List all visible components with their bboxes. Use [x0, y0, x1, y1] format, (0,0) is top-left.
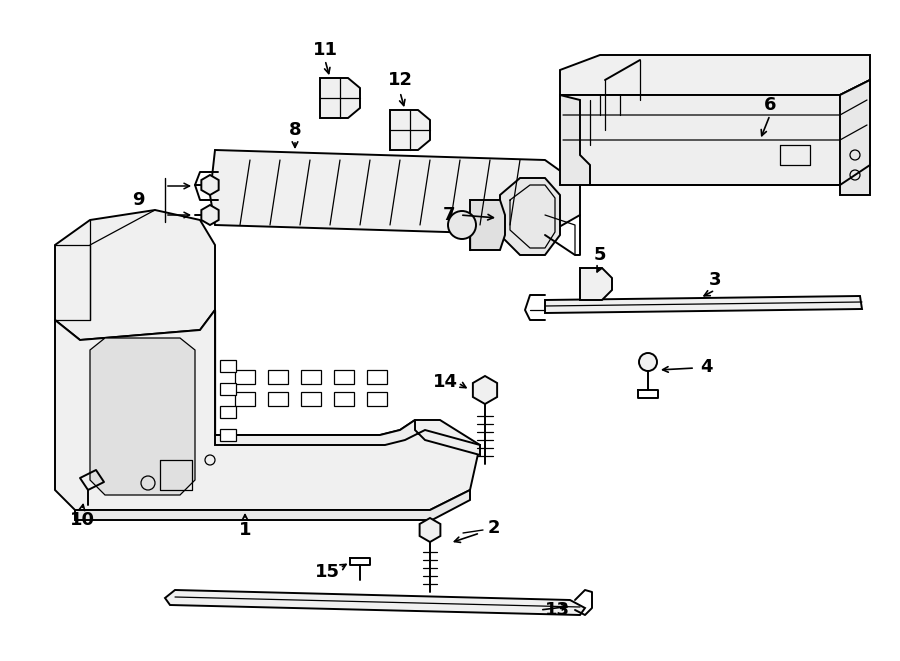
- Text: 3: 3: [709, 271, 721, 289]
- Circle shape: [448, 211, 476, 239]
- Polygon shape: [220, 406, 236, 418]
- Polygon shape: [390, 110, 430, 150]
- Polygon shape: [75, 490, 470, 520]
- Polygon shape: [235, 370, 255, 384]
- Polygon shape: [560, 95, 590, 185]
- Polygon shape: [560, 55, 870, 95]
- Polygon shape: [334, 392, 354, 406]
- Text: 5: 5: [594, 246, 607, 264]
- Polygon shape: [560, 80, 870, 185]
- Text: 14: 14: [433, 373, 458, 391]
- Polygon shape: [268, 370, 288, 384]
- Polygon shape: [367, 392, 387, 406]
- Text: 12: 12: [388, 71, 412, 89]
- Polygon shape: [55, 210, 215, 340]
- Text: 10: 10: [69, 511, 94, 529]
- Polygon shape: [215, 420, 480, 455]
- Polygon shape: [500, 178, 560, 255]
- Polygon shape: [320, 78, 360, 118]
- Polygon shape: [55, 310, 480, 510]
- Polygon shape: [840, 80, 870, 195]
- Polygon shape: [367, 370, 387, 384]
- Text: 11: 11: [312, 41, 338, 59]
- Text: 8: 8: [289, 121, 302, 139]
- Text: 9: 9: [132, 191, 145, 209]
- Text: 7: 7: [443, 206, 455, 224]
- Text: 6: 6: [764, 96, 776, 114]
- Polygon shape: [220, 360, 236, 372]
- Circle shape: [639, 353, 657, 371]
- Polygon shape: [235, 392, 255, 406]
- Polygon shape: [202, 175, 219, 195]
- Polygon shape: [419, 518, 440, 542]
- Polygon shape: [301, 392, 321, 406]
- Text: 4: 4: [700, 358, 713, 376]
- Polygon shape: [220, 429, 236, 441]
- Polygon shape: [580, 268, 612, 300]
- Polygon shape: [470, 200, 505, 250]
- Text: 13: 13: [545, 601, 570, 619]
- Polygon shape: [210, 150, 580, 235]
- Polygon shape: [202, 205, 219, 225]
- Polygon shape: [545, 296, 862, 313]
- Polygon shape: [334, 370, 354, 384]
- Text: 15: 15: [315, 563, 340, 581]
- Polygon shape: [90, 338, 195, 495]
- Polygon shape: [220, 383, 236, 395]
- Text: 1: 1: [238, 521, 251, 539]
- Polygon shape: [472, 376, 497, 404]
- Text: 2: 2: [488, 519, 500, 537]
- Polygon shape: [165, 590, 585, 615]
- Polygon shape: [268, 392, 288, 406]
- Polygon shape: [301, 370, 321, 384]
